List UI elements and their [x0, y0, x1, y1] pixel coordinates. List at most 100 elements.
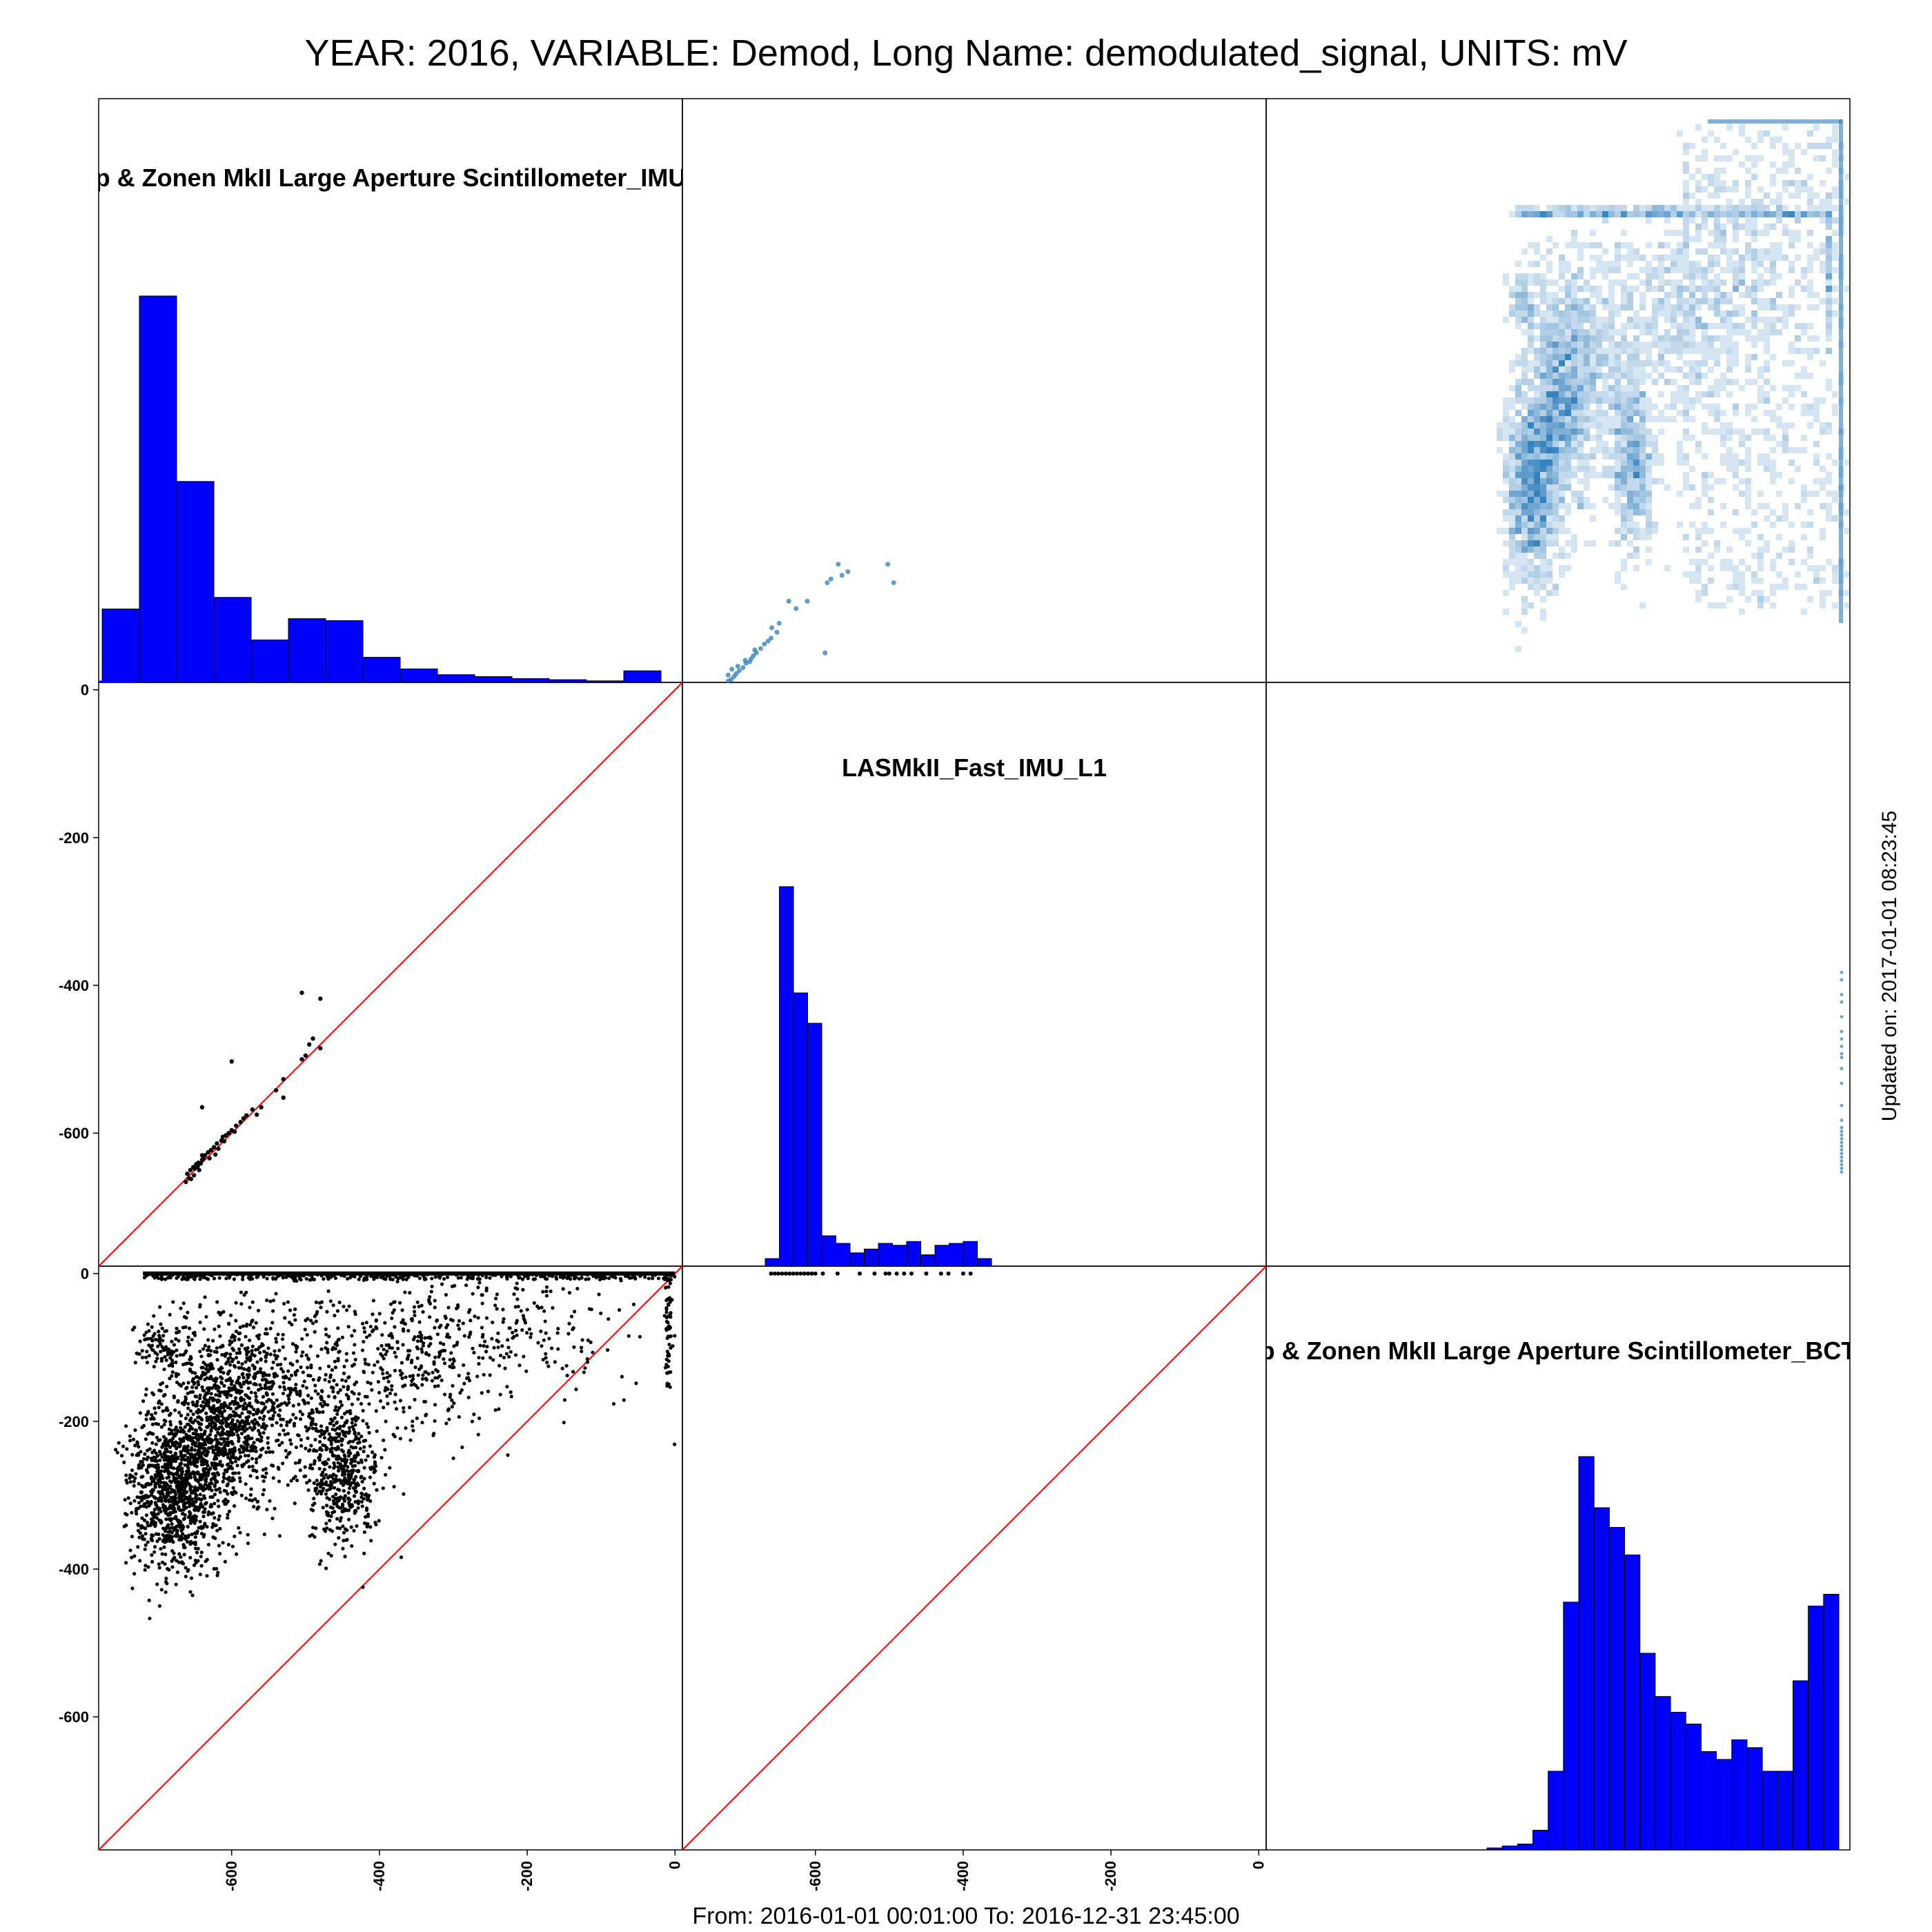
scatter-point: [197, 1167, 201, 1172]
scatter-point: [514, 1328, 518, 1333]
density-cell: [1534, 447, 1540, 453]
scatter-point: [390, 1346, 394, 1350]
density-cell: [1540, 279, 1546, 286]
scatter-point: [195, 1432, 199, 1437]
scatter-point: [224, 1489, 228, 1493]
scatter-point: [651, 1276, 655, 1281]
scatter-point: [266, 1410, 270, 1414]
density-cell: [1565, 391, 1571, 397]
scatter-point: [222, 1476, 226, 1480]
scatter-point: [140, 1516, 144, 1520]
density-cell: [1515, 621, 1521, 627]
histogram-bar: [1670, 1712, 1686, 1851]
density-cell: [1509, 466, 1515, 472]
density-cell: [1571, 435, 1577, 441]
scatter-point: [465, 1277, 469, 1281]
density-cell: [1590, 335, 1596, 342]
scatter-point: [295, 1346, 299, 1350]
density-cell: [1584, 304, 1590, 310]
density-cell: [1627, 416, 1633, 422]
scatter-point: [188, 1367, 193, 1372]
scatter-point: [147, 1329, 151, 1333]
scatter-point: [239, 1420, 243, 1424]
density-cell: [1552, 584, 1559, 590]
density-point: [774, 629, 780, 635]
scatter-point: [410, 1379, 414, 1383]
density-cell: [1571, 298, 1577, 304]
scatter-point: [541, 1357, 545, 1362]
density-cell: [1515, 472, 1521, 478]
scatter-point: [453, 1283, 457, 1288]
density-cell: [1639, 491, 1646, 497]
density-cell: [1528, 428, 1534, 435]
density-cell: [1615, 428, 1621, 435]
density-cell: [1584, 385, 1590, 391]
density-cell: [1521, 522, 1528, 528]
scatter-point: [377, 1519, 381, 1523]
scatter-point: [372, 1275, 376, 1279]
scatter-point: [316, 1392, 320, 1396]
density-cell: [1540, 435, 1546, 441]
density-cell: [1546, 279, 1552, 286]
scatter-point: [477, 1416, 482, 1421]
density-cell: [1670, 304, 1677, 310]
density-point: [725, 672, 731, 678]
density-cell: [1559, 205, 1565, 211]
scatter-point: [531, 1277, 535, 1281]
scatter-point: [371, 1328, 375, 1332]
density-cell: [1577, 478, 1584, 484]
density-cell: [1615, 255, 1621, 261]
scatter-point: [376, 1380, 380, 1384]
scatter-point: [143, 1452, 147, 1456]
scatter-point: [326, 1483, 331, 1488]
density-cell: [1515, 509, 1521, 515]
scatter-point: [532, 1301, 536, 1305]
scatter-point: [281, 1370, 286, 1374]
density-cell: [1540, 528, 1546, 534]
scatter-point: [188, 1590, 193, 1594]
scatter-point: [472, 1412, 476, 1417]
scatter-point: [140, 1495, 145, 1499]
scatter-point: [284, 1455, 288, 1459]
scatter-point: [165, 1441, 169, 1446]
scatter-point: [585, 1357, 589, 1361]
density-cell: [1540, 404, 1546, 410]
scatter-point: [238, 1404, 242, 1408]
scatter-point: [245, 1352, 249, 1357]
scatter-point: [523, 1321, 528, 1325]
density-cell: [1534, 503, 1540, 509]
scatter-point: [154, 1442, 158, 1446]
scatter-point: [324, 1327, 328, 1331]
scatter-point: [154, 1532, 158, 1536]
scatter-point: [165, 1581, 169, 1586]
scatter-point: [246, 1368, 251, 1372]
density-cell: [1559, 329, 1565, 335]
scatter-point: [456, 1276, 460, 1280]
scatter-point: [353, 1274, 357, 1279]
density-cell: [1528, 571, 1534, 578]
density-point: [769, 625, 775, 631]
density-cell: [1639, 397, 1646, 404]
scatter-point: [599, 1311, 603, 1316]
density-cell: [1639, 323, 1646, 329]
scatter-point: [382, 1376, 386, 1381]
scatter-point: [361, 1585, 365, 1589]
density-cell: [1534, 397, 1540, 404]
density-cell: [1540, 391, 1546, 397]
scatter-point: [497, 1363, 502, 1368]
scatter-point: [197, 1526, 201, 1530]
scatter-point: [186, 1569, 190, 1573]
density-cell: [1565, 348, 1571, 354]
scatter-point: [324, 1566, 328, 1570]
scatter-point: [213, 1492, 217, 1497]
scatter-point: [208, 1147, 213, 1153]
density-cell: [1534, 565, 1540, 571]
scatter-point: [250, 1419, 255, 1423]
scatter-point: [430, 1276, 434, 1281]
density-cell: [1528, 342, 1534, 348]
scatter-point: [362, 1325, 366, 1330]
scatter-point: [204, 1477, 208, 1481]
scatter-point: [229, 1059, 234, 1064]
scatter-point: [239, 1302, 244, 1306]
density-cell: [1615, 410, 1621, 416]
